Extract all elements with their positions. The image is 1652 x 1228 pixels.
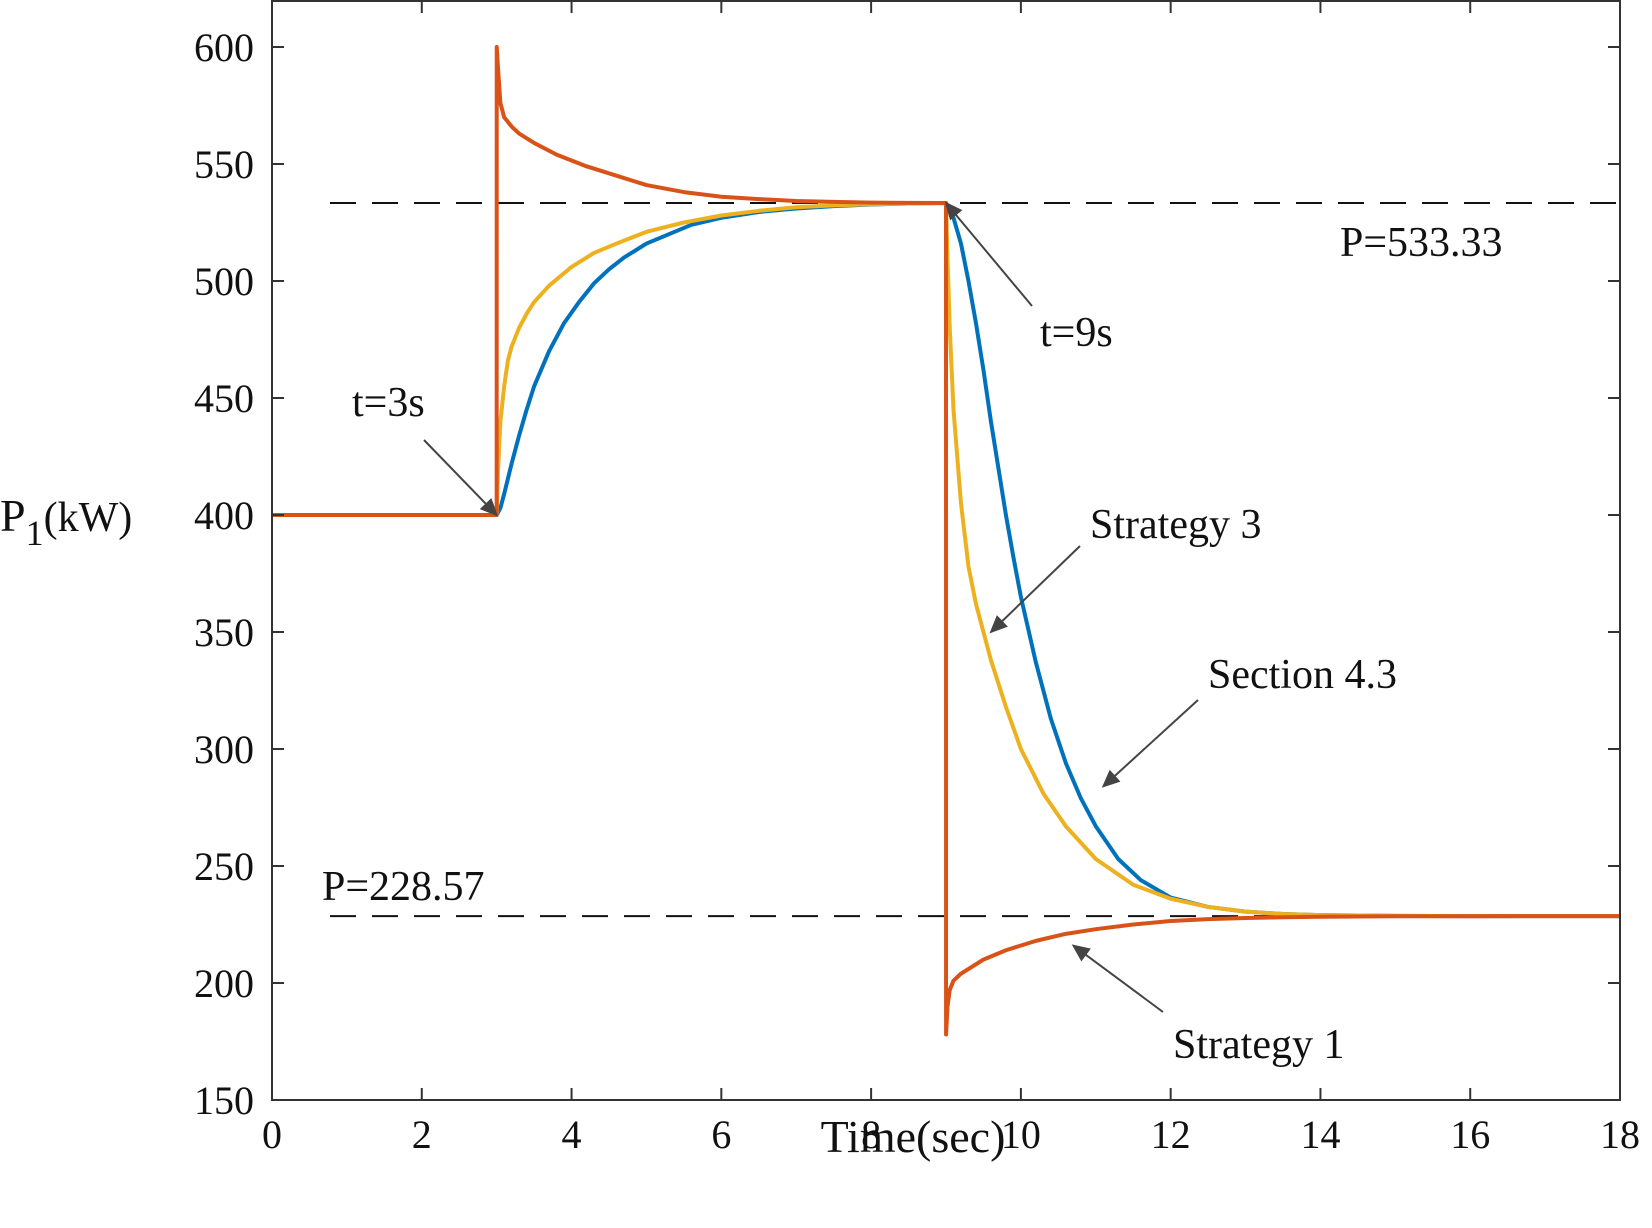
x-tick-label: 10 (1001, 1112, 1041, 1157)
series-line (272, 45, 1620, 1037)
x-axis-label: Time(sec) (821, 1111, 1006, 1162)
reference-line-label: P=533.33 (1340, 220, 1503, 266)
x-tick-label: 6 (711, 1112, 731, 1157)
x-tick-label: 2 (412, 1112, 432, 1157)
y-tick-label: 300 (194, 727, 254, 772)
y-tick-label: 150 (194, 1078, 254, 1123)
y-tick-label: 200 (194, 961, 254, 1006)
y-axis-label: P1(kW) (0, 490, 132, 553)
annotations-layer: t=3s t=9s Strategy 3 Section 4.3 Strategy 1 P… (322, 201, 1503, 1068)
x-tick-label: 18 (1600, 1112, 1640, 1157)
annotation-arrow (989, 545, 1081, 634)
annotation-label: t=3s (352, 380, 425, 426)
annotation-label: Strategy 1 (1173, 1022, 1344, 1068)
y-tick-label: 350 (194, 610, 254, 655)
y-tick-label: 500 (194, 259, 254, 304)
series-line (272, 201, 1620, 919)
axes-layer: 0 2 4 6 8 10 12 14 16 18 150 200 250 300 350 400 450 500 5… (194, 0, 1640, 1157)
y-tick-label: 400 (194, 493, 254, 538)
annotation-arrow (1071, 944, 1164, 1013)
annotation-label: Section 4.3 (1208, 652, 1397, 698)
reference-line-label: P=228.57 (322, 864, 485, 910)
axes-frame (271, 0, 1621, 1101)
x-tick-label: 4 (562, 1112, 582, 1157)
series-layer (272, 45, 1620, 1037)
annotation-label: t=9s (1040, 310, 1113, 356)
x-tick-label: 16 (1450, 1112, 1490, 1157)
y-tick-label: 250 (194, 844, 254, 889)
x-tick-label: 12 (1151, 1112, 1191, 1157)
y-axis-label-main: P (0, 490, 26, 541)
x-tick-label: 8 (861, 1112, 881, 1157)
annotation-label: Strategy 3 (1090, 502, 1261, 548)
y-tick-label: 600 (194, 25, 254, 70)
x-tick-label: 0 (262, 1112, 282, 1157)
annotation-arrow (423, 439, 499, 517)
x-tick-label: 14 (1300, 1112, 1340, 1157)
y-axis-label-subscript: 1 (26, 513, 44, 553)
y-tick-label: 450 (194, 376, 254, 421)
y-axis-label-unit: (kW) (44, 495, 133, 541)
y-tick-label: 550 (194, 142, 254, 187)
annotation-arrow (1101, 699, 1199, 788)
annotation-arrow (944, 201, 1033, 307)
